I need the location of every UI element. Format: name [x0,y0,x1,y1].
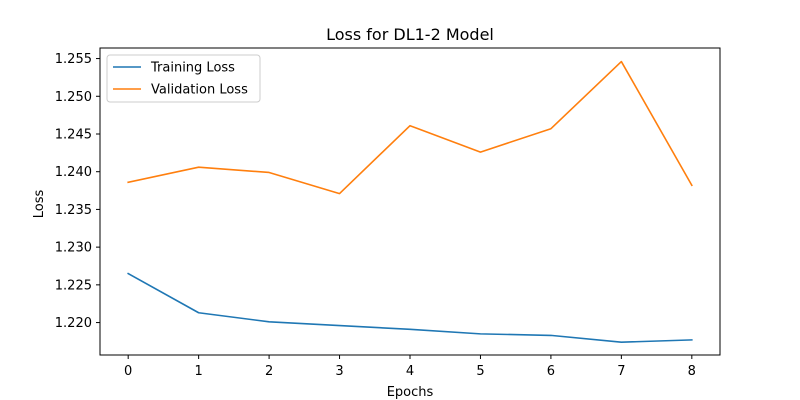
y-tick-label: 1.235 [55,203,92,218]
plot-area: 0 1 2 3 4 5 6 7 8 1.220 1.225 1.230 1.235 1.240 1.245 1… [55,47,721,379]
x-tick-label: 0 [124,364,132,379]
x-tick-label: 2 [265,364,273,379]
y-tick-label: 1.255 [55,52,92,67]
y-tick-label: 1.250 [55,90,92,105]
legend: Training Loss Validation Loss [106,54,261,103]
series-line-training-loss [127,272,693,343]
x-tick-label: 8 [688,364,696,379]
x-axis-label: Epochs [387,385,434,400]
x-tick-label: 7 [617,364,625,379]
y-tick-label: 1.220 [55,316,92,331]
chart-title: Loss for DL1-2 Model [326,25,494,44]
x-tick-label: 1 [194,364,202,379]
x-tick-label: 4 [406,364,414,379]
legend-box [106,54,261,103]
y-axis-label: Loss [32,190,47,219]
x-tick-label: 6 [547,364,555,379]
x-tick-label: 3 [335,364,343,379]
y-tick-label: 1.230 [55,241,92,256]
legend-label-training-loss: Training Loss [150,61,235,76]
x-tick-label: 5 [476,364,484,379]
y-tick-label: 1.225 [55,278,92,293]
legend-label-validation-loss: Validation Loss [151,83,248,98]
y-tick-label: 1.245 [55,127,92,142]
y-tick-label: 1.240 [55,165,92,180]
